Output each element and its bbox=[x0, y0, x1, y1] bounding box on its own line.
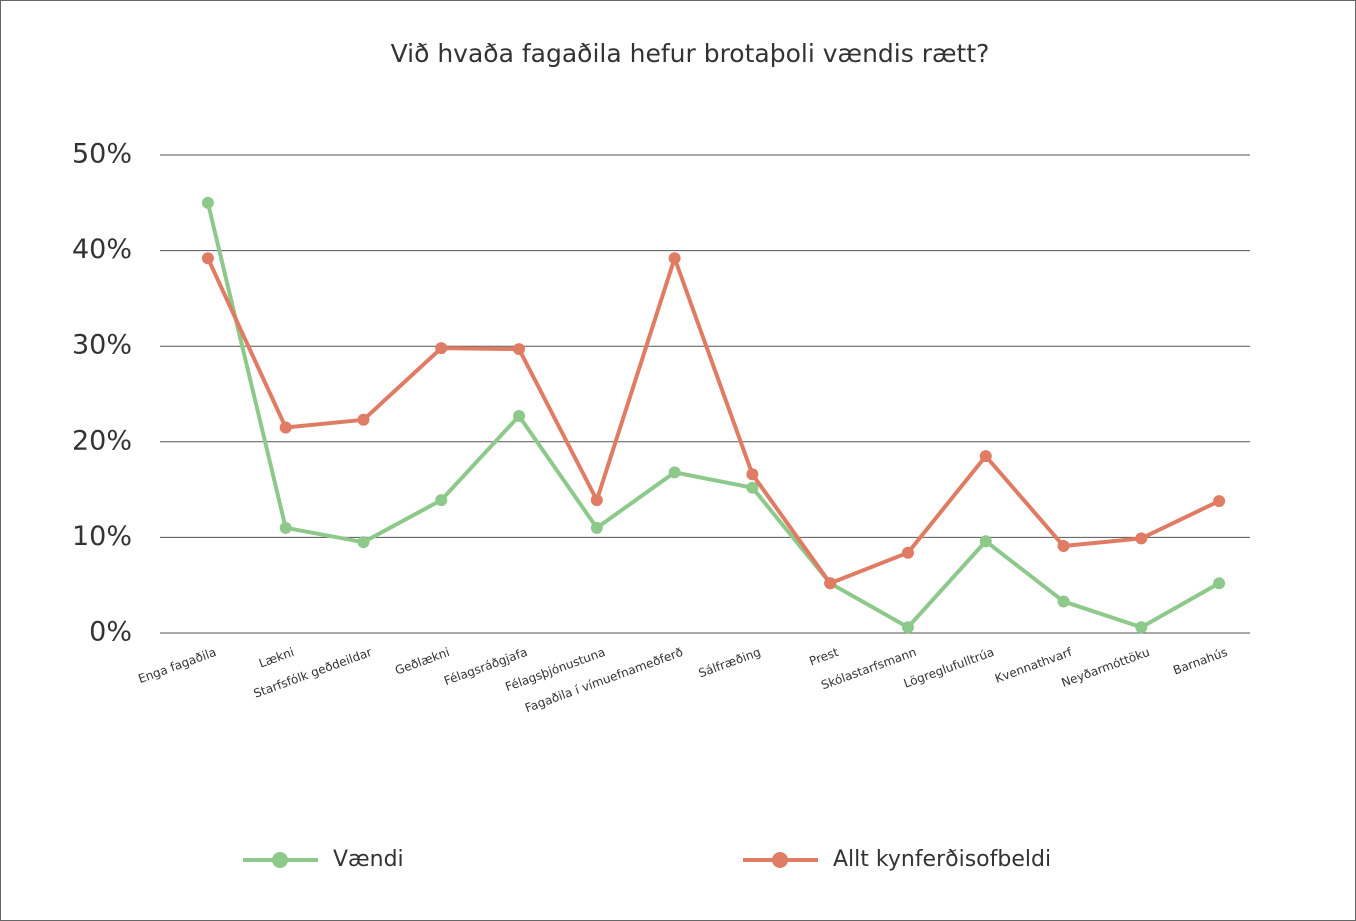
data-point bbox=[979, 450, 992, 463]
y-tick-label: 20% bbox=[72, 425, 132, 456]
data-point bbox=[1057, 595, 1070, 608]
data-point bbox=[1057, 540, 1070, 553]
data-point bbox=[513, 343, 526, 356]
legend-marker bbox=[272, 852, 288, 868]
data-point bbox=[1213, 577, 1226, 590]
data-point bbox=[979, 535, 992, 548]
data-point bbox=[1135, 532, 1148, 545]
data-point bbox=[357, 536, 370, 549]
data-point bbox=[279, 421, 292, 434]
data-point bbox=[435, 494, 448, 507]
series-line bbox=[205, 202, 1221, 630]
data-point bbox=[901, 621, 914, 634]
data-point bbox=[668, 466, 681, 479]
y-tick-label: 0% bbox=[89, 617, 132, 648]
data-point bbox=[668, 252, 681, 265]
legend-label: Allt kynferðisofbeldi bbox=[833, 847, 1051, 872]
chart-title: Við hvaða fagaðila hefur brotaþoli vændi… bbox=[391, 39, 990, 68]
data-point bbox=[901, 546, 914, 559]
series-line bbox=[206, 256, 1220, 586]
legend-marker bbox=[772, 852, 788, 868]
y-tick-label: 50% bbox=[72, 139, 132, 170]
data-point bbox=[590, 521, 603, 534]
data-point bbox=[435, 342, 448, 355]
data-point bbox=[357, 413, 370, 426]
y-tick-label: 30% bbox=[72, 330, 132, 361]
data-point bbox=[201, 196, 214, 209]
data-point bbox=[279, 521, 292, 534]
y-tick-label: 40% bbox=[72, 234, 132, 265]
data-point bbox=[590, 494, 603, 507]
data-point bbox=[1213, 495, 1226, 508]
y-tick-label: 10% bbox=[72, 521, 132, 552]
data-point bbox=[824, 577, 837, 590]
data-point bbox=[201, 252, 214, 265]
data-point bbox=[513, 409, 526, 422]
legend-label: Vændi bbox=[333, 847, 404, 872]
data-point bbox=[746, 481, 759, 494]
data-point bbox=[746, 468, 759, 481]
data-point bbox=[1135, 621, 1148, 634]
